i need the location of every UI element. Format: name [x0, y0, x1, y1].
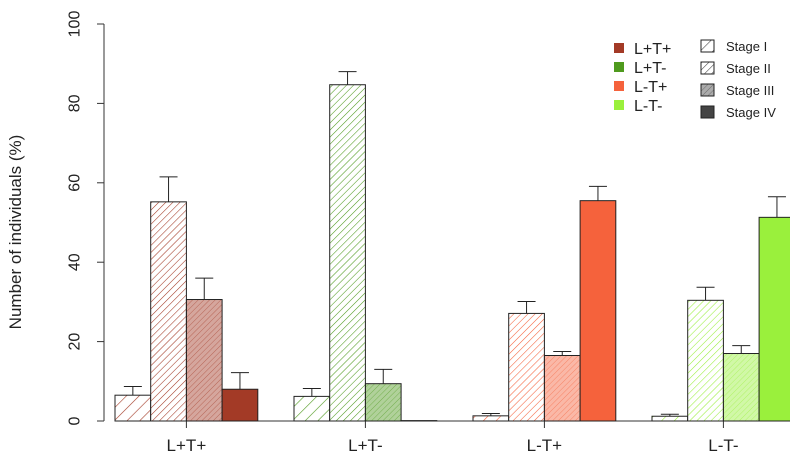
legend-stage-label: Stage I	[726, 39, 767, 54]
legend-stage-swatch	[700, 61, 715, 75]
legend-stage-swatch	[700, 39, 715, 53]
category-label: L+T-	[348, 436, 383, 455]
y-tick-label: 80	[67, 94, 84, 112]
bar	[364, 383, 402, 422]
legend-stage-swatch	[700, 83, 715, 97]
bar	[293, 395, 331, 422]
bars	[114, 71, 790, 422]
category-label: L-T-	[708, 436, 738, 455]
legend: L+T+ L+T- L-T+ L-T- Stage I Stage II Stage III…	[614, 39, 776, 120]
bar	[579, 200, 617, 422]
bar	[508, 312, 545, 422]
legend-stage-swatch	[700, 105, 715, 119]
y-tick-label: 40	[67, 253, 84, 271]
bar	[185, 299, 223, 422]
bar	[150, 201, 187, 422]
legend-stage-label: Stage IV	[726, 105, 776, 120]
legend-swatch	[614, 81, 624, 91]
y-tick-label: 100	[67, 11, 84, 38]
bar	[722, 353, 760, 422]
legend-swatch	[614, 43, 624, 53]
legend-label: L+T+	[634, 41, 671, 58]
bar	[758, 216, 790, 422]
category-label: L+T+	[167, 436, 207, 455]
bar	[221, 388, 259, 422]
y-axis-label: Number of individuals (%)	[6, 135, 25, 330]
legend-label: L-T+	[634, 79, 667, 96]
bar	[329, 84, 366, 422]
bar	[472, 415, 510, 422]
bar	[543, 354, 581, 422]
legend-label: L-T-	[634, 98, 662, 115]
legend-stage-label: Stage III	[726, 83, 774, 98]
legend-swatch	[614, 100, 624, 110]
legend-stage-label: Stage II	[726, 61, 771, 76]
y-tick-label: 60	[67, 174, 84, 192]
y-tick-label: 0	[67, 416, 84, 425]
bar	[114, 394, 152, 422]
y-tick-label: 20	[67, 333, 84, 351]
legend-swatch	[614, 62, 624, 72]
category-label: L-T+	[527, 436, 563, 455]
bar	[651, 415, 689, 422]
bar	[687, 299, 724, 422]
legend-label: L+T-	[634, 60, 666, 77]
